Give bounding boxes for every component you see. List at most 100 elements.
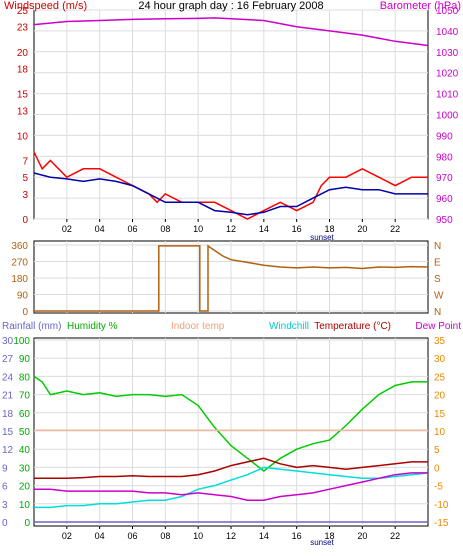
humidity-tick-label: 80: [19, 372, 31, 383]
wind-direction-ticks: 0 N 90 W 180 S 270 E 360 N: [11, 241, 444, 318]
wind-direction-grid: [34, 241, 428, 313]
humidity-tick-label: 100: [13, 336, 30, 347]
humidity-tick-label: 10: [19, 500, 31, 511]
humidity-tick-label: 90: [19, 354, 31, 365]
sunset-label-bottom: sunset: [310, 538, 334, 547]
wind-baro-series: [33, 17, 429, 220]
temp-humidity-ticks: -15 0 0 -10 3 10 -5 6 20 0 9 30 5 12 40 10 15 50 15 18 60 20 2…: [2, 336, 449, 541]
compass-tick-label: E: [434, 258, 441, 269]
compass-tick-label: N: [434, 241, 441, 252]
rainfall-tick-label: 12: [2, 445, 14, 456]
rainfall-tick-label: 0: [2, 518, 8, 529]
wind-direction-series: [34, 244, 429, 312]
humidity-tick-label: 50: [19, 427, 31, 438]
rainfall-tick-label: 18: [2, 409, 14, 420]
windspeed-tick-label: 25: [17, 6, 29, 17]
direction-tick-label: 90: [17, 291, 29, 302]
barometer-series-line: [33, 17, 429, 47]
humidity-tick-label: 40: [19, 445, 31, 456]
hour-tick-label: 12: [226, 531, 236, 541]
temperature-tick-label: 30: [434, 354, 446, 365]
legend-indoor-temp: Indoor temp: [171, 321, 225, 332]
rainfall-tick-label: 21: [2, 391, 14, 402]
hour-tick-label: 18: [324, 531, 334, 541]
baro-tick-label: 1000: [436, 111, 459, 122]
humidity-tick-label: 30: [19, 463, 31, 474]
gust-series-line: [33, 151, 428, 220]
rainfall-tick-label: 3: [2, 500, 8, 511]
temperature-tick-label: 15: [434, 409, 446, 420]
legend-windchill: Windchill: [269, 321, 309, 332]
temperature-tick-label: -10: [434, 500, 449, 511]
rainfall-tick-label: 6: [2, 482, 8, 493]
windspeed-tick-label: 15: [17, 90, 29, 101]
temperature-tick-label: -5: [434, 482, 443, 493]
rainfall-tick-label: 9: [2, 463, 8, 474]
compass-tick-label: S: [434, 274, 441, 285]
direction-tick-label: 360: [11, 241, 28, 252]
humidity-tick-label: 20: [19, 482, 31, 493]
wind-baro-ticks: 9509609709809901000101010201030104010500…: [17, 6, 459, 234]
hour-tick-label: 20: [357, 531, 367, 541]
legend-humidity: Humidity %: [67, 321, 118, 332]
hour-tick-label: 14: [259, 531, 269, 541]
barometer-axis-label: Barometer (hPa): [380, 0, 461, 12]
baro-tick-label: 1010: [436, 90, 459, 101]
windspeed-tick-label: 10: [17, 131, 29, 142]
temperature-tick-label: -15: [434, 518, 449, 529]
baro-tick-label: 1040: [436, 27, 459, 38]
windspeed-tick-label: 3: [22, 190, 28, 201]
rainfall-tick-label: 30: [2, 336, 14, 347]
windspeed-tick-label: 0: [22, 215, 28, 226]
windspeed-tick-label: 20: [17, 48, 29, 59]
legend-dew-point: Dew Point: [415, 321, 461, 332]
chart-title: 24 hour graph day : 16 February 2008: [138, 0, 323, 12]
legend-temperature: Temperature (°C): [314, 321, 391, 332]
average-wind-series-line: [33, 172, 428, 216]
temperature-tick-label: 35: [434, 336, 446, 347]
baro-tick-label: 1020: [436, 69, 459, 80]
baro-tick-label: 950: [436, 215, 453, 226]
compass-tick-label: W: [434, 291, 444, 302]
hour-tick-label: 10: [193, 531, 203, 541]
rainfall-tick-label: 15: [2, 427, 14, 438]
windchill-series-line: [34, 466, 429, 509]
hour-tick-label: 06: [127, 531, 137, 541]
hour-tick-label: 04: [95, 224, 105, 234]
hour-tick-label: 22: [390, 224, 400, 234]
windspeed-axis-label: Windspeed (m/s): [4, 0, 87, 12]
temperature-tick-label: 0: [434, 463, 440, 474]
rainfall-tick-label: 27: [2, 354, 14, 365]
sunset-label-top: sunset: [310, 233, 334, 242]
hour-tick-label: 20: [357, 224, 367, 234]
baro-tick-label: 990: [436, 131, 453, 142]
baro-tick-label: 1030: [436, 48, 459, 59]
windspeed-tick-label: 23: [17, 23, 29, 34]
baro-tick-label: 1050: [436, 6, 459, 17]
direction-tick-label: 0: [22, 307, 28, 318]
hour-tick-label: 02: [62, 224, 72, 234]
temperature-tick-label: 25: [434, 372, 446, 383]
hour-tick-label: 22: [390, 531, 400, 541]
wind-direction-series-line: [34, 244, 429, 312]
hour-tick-label: 10: [193, 224, 203, 234]
windspeed-tick-label: 13: [17, 106, 29, 117]
baro-tick-label: 970: [436, 173, 453, 184]
humidity-tick-label: 0: [24, 518, 30, 529]
windspeed-tick-label: 7: [22, 156, 28, 167]
hour-tick-label: 16: [292, 531, 302, 541]
windspeed-tick-label: 18: [17, 65, 29, 76]
hour-tick-label: 08: [160, 224, 170, 234]
baro-tick-label: 980: [436, 152, 453, 163]
hour-tick-label: 16: [292, 224, 302, 234]
temperature-tick-label: 10: [434, 427, 446, 438]
legend-rainfall: Rainfall (mm): [2, 321, 61, 332]
wind-baro-grid: [34, 9, 428, 220]
humidity-tick-label: 70: [19, 391, 31, 402]
rainfall-tick-label: 24: [2, 372, 14, 383]
temperature-tick-label: 5: [434, 445, 440, 456]
temperature-tick-label: 20: [434, 391, 446, 402]
hour-tick-label: 02: [62, 531, 72, 541]
direction-tick-label: 180: [11, 274, 28, 285]
